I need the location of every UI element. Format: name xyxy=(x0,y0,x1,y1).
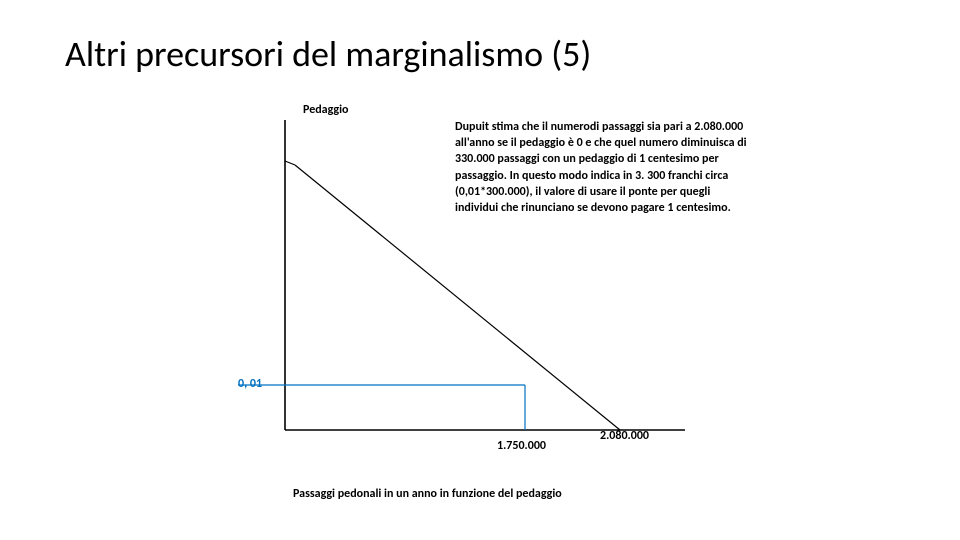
page-title: Altri precursori del marginalismo (5) xyxy=(65,32,591,76)
y-axis-label: Pedaggio xyxy=(303,103,348,117)
x-axis-label: Passaggi pedonali in un anno in funzione… xyxy=(293,487,562,501)
demand-segment-1 xyxy=(285,161,295,165)
y-tick-price: 0, 01 xyxy=(238,377,262,391)
x-tick-inner: 1.750.000 xyxy=(497,439,546,453)
explanatory-paragraph: Dupuit stima che il numerodi passaggi si… xyxy=(455,119,755,216)
x-tick-outer: 2.080.000 xyxy=(600,429,649,443)
demand-diagram: Pedaggio 0, 01 1.750.000 2.080.000 Passa… xyxy=(65,95,895,525)
